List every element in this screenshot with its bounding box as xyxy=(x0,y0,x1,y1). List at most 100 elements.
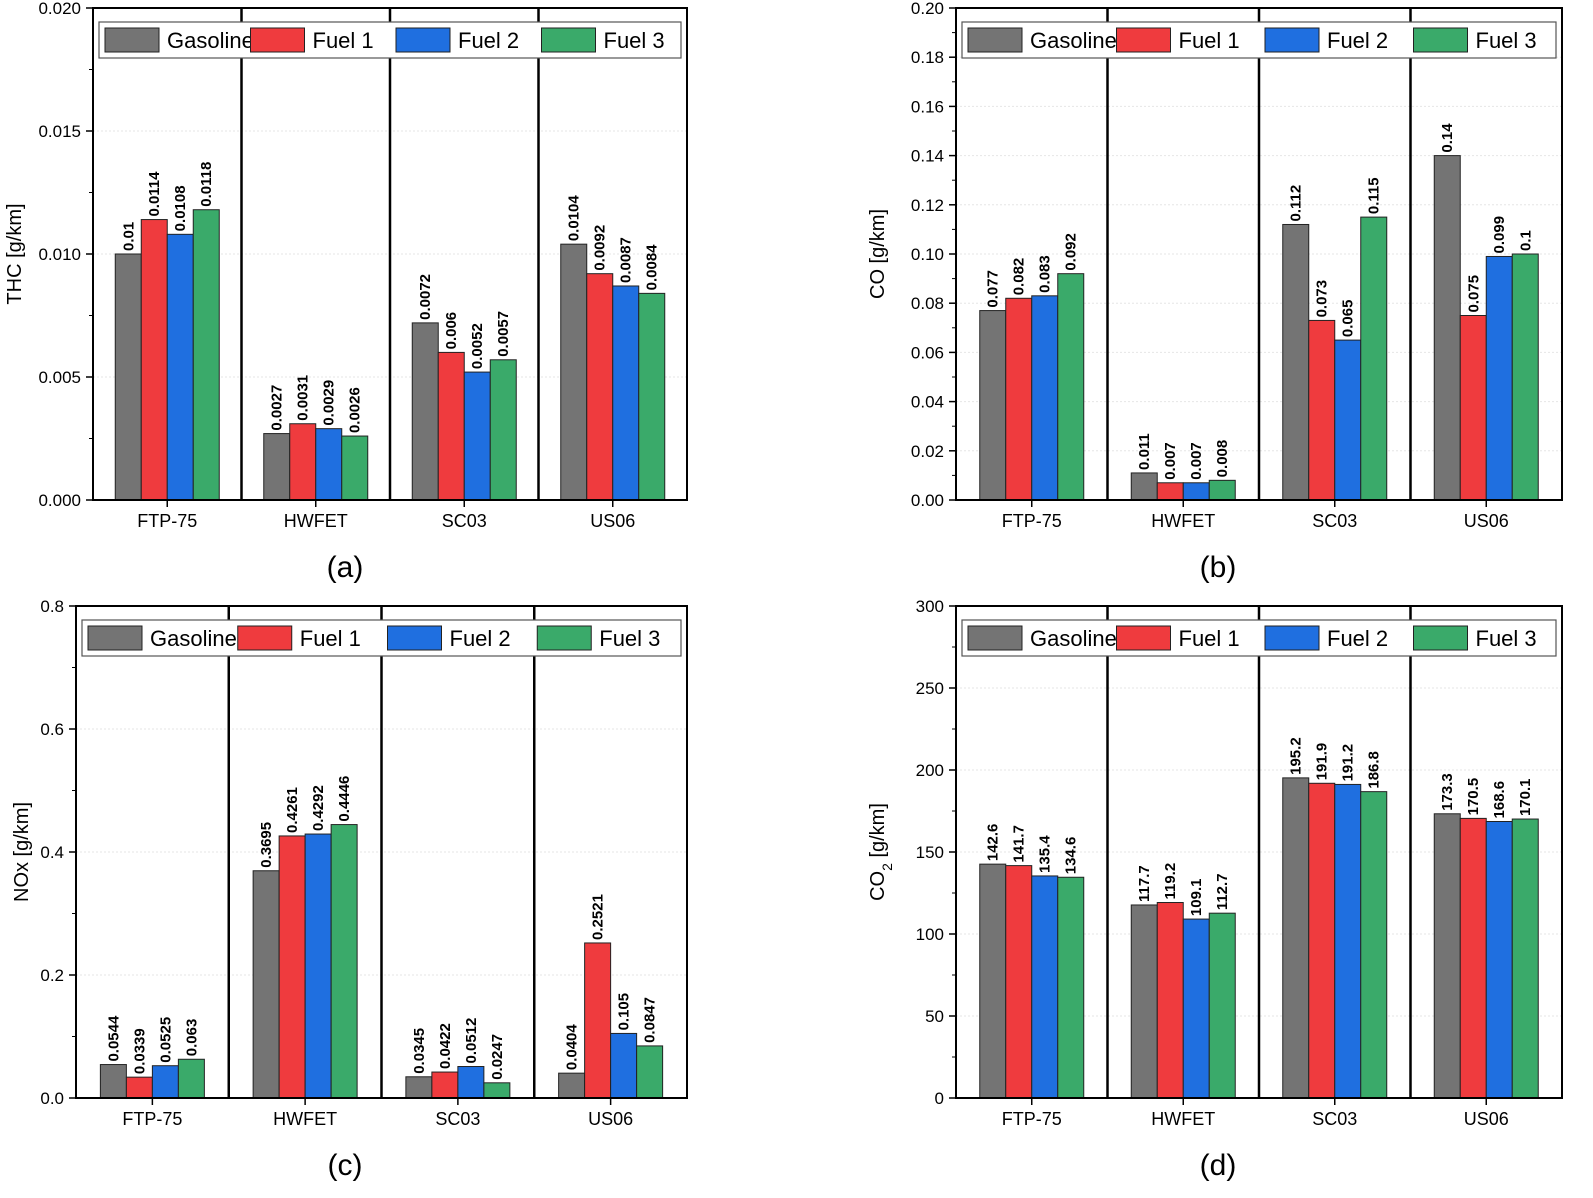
bar-gasoline xyxy=(979,863,1007,1099)
bar-fuel-2 xyxy=(151,1065,179,1099)
data-label: 0.0092 xyxy=(592,225,609,271)
bar-fuel-2 xyxy=(304,833,332,1099)
data-label: 0.0026 xyxy=(347,387,364,433)
data-label: 0.077 xyxy=(985,270,1002,308)
panel-label: (a) xyxy=(327,551,364,584)
bar-fuel-3 xyxy=(341,435,369,501)
bar-fuel-2 xyxy=(1334,783,1362,1099)
legend-swatch xyxy=(967,625,1023,651)
data-label: 0.0339 xyxy=(131,1028,148,1074)
data-label: 186.8 xyxy=(1366,751,1383,789)
y-axis-title: THC [g/km] xyxy=(4,203,26,304)
bar-fuel-3 xyxy=(1057,273,1085,501)
data-label: 0.0087 xyxy=(618,237,635,283)
bar-fuel-1 xyxy=(1308,782,1336,1099)
y-tick-label: 300 xyxy=(916,597,944,616)
data-label: 0.075 xyxy=(1465,275,1482,313)
y-tick-label: 150 xyxy=(916,843,944,862)
data-label: 0.007 xyxy=(1162,442,1179,480)
bar-fuel-1 xyxy=(1459,817,1487,1099)
legend-swatch xyxy=(87,625,143,651)
y-tick-label: 0.020 xyxy=(38,0,81,18)
y-tick-label: 0.12 xyxy=(911,196,944,215)
data-label: 0.115 xyxy=(1366,177,1383,214)
legend-label: Fuel 3 xyxy=(599,626,660,651)
bar-fuel-2 xyxy=(463,371,491,501)
y-tick-label: 250 xyxy=(916,679,944,698)
data-label: 0.3695 xyxy=(258,822,275,868)
y-tick-label: 0.08 xyxy=(911,294,944,313)
data-label: 170.1 xyxy=(1517,778,1534,816)
x-tick-label: FTP-75 xyxy=(1002,1109,1062,1129)
data-label: 0.011 xyxy=(1136,433,1153,470)
bar-gasoline xyxy=(405,1076,433,1099)
data-label: 0.112 xyxy=(1288,185,1305,222)
data-label: 0.0052 xyxy=(469,323,486,369)
data-label: 0.0422 xyxy=(437,1023,454,1069)
x-tick-label: FTP-75 xyxy=(1002,511,1062,531)
bar-gasoline xyxy=(1130,904,1158,1099)
y-tick-label: 0.10 xyxy=(911,245,944,264)
legend-label: Fuel 1 xyxy=(300,626,361,651)
data-label: 141.7 xyxy=(1011,825,1028,863)
legend-swatch xyxy=(237,625,293,651)
legend-label: Fuel 3 xyxy=(1476,626,1537,651)
data-label: 0.0512 xyxy=(463,1018,480,1064)
x-tick-label: SC03 xyxy=(1312,1109,1357,1129)
data-label: 0.0847 xyxy=(642,997,659,1043)
chart-panel-4: 142.6 117.7 195.2 173.3 141.7 119.2 191.9 170.5… xyxy=(867,597,1563,1182)
bar-fuel-2 xyxy=(1485,255,1513,501)
bar-fuel-1 xyxy=(1156,482,1184,501)
x-tick-label: FTP-75 xyxy=(137,511,197,531)
bar-fuel-2 xyxy=(1485,820,1513,1099)
bar-fuel-1 xyxy=(431,1071,459,1099)
bar-fuel-2 xyxy=(457,1066,485,1099)
bar-gasoline xyxy=(1282,223,1310,501)
bar-fuel-3 xyxy=(1511,818,1539,1099)
bar-gasoline xyxy=(114,253,142,501)
bar-fuel-3 xyxy=(1511,253,1539,501)
y-tick-label: 50 xyxy=(925,1007,944,1026)
bar-fuel-3 xyxy=(489,359,517,501)
bar-fuel-2 xyxy=(166,233,194,501)
legend-label: Fuel 3 xyxy=(604,28,665,53)
data-label: 134.6 xyxy=(1063,837,1080,875)
data-label: 142.6 xyxy=(985,824,1002,862)
y-axis-title: CO [g/km] xyxy=(867,209,889,299)
x-tick-label: SC03 xyxy=(442,511,487,531)
x-tick-label: HWFET xyxy=(1151,1109,1215,1129)
y-tick-label: 0.000 xyxy=(38,491,81,510)
x-tick-label: US06 xyxy=(1464,1109,1509,1129)
data-label: 0.073 xyxy=(1314,280,1331,318)
legend-label: Fuel 2 xyxy=(458,28,519,53)
panel-label: (c) xyxy=(328,1149,363,1182)
data-label: 0.0345 xyxy=(411,1028,428,1074)
bar-fuel-3 xyxy=(1208,479,1236,501)
data-label: 0.2521 xyxy=(590,894,607,940)
y-tick-label: 0.06 xyxy=(911,343,944,362)
bar-gasoline xyxy=(979,310,1007,501)
bar-fuel-3 xyxy=(1360,216,1388,501)
y-tick-label: 0.16 xyxy=(911,97,944,116)
y-tick-label: 0.015 xyxy=(38,122,81,141)
legend-swatch xyxy=(1116,27,1171,53)
data-label: 0.0114 xyxy=(146,171,163,217)
data-label: 0.007 xyxy=(1188,442,1205,480)
bar-fuel-2 xyxy=(610,1032,638,1099)
bar-fuel-1 xyxy=(278,835,306,1099)
bar-fuel-1 xyxy=(437,351,465,501)
bar-gasoline xyxy=(263,433,291,501)
bar-fuel-1 xyxy=(586,273,614,501)
data-label: 0.083 xyxy=(1037,255,1054,293)
data-label: 191.2 xyxy=(1340,744,1357,782)
data-label: 0.0118 xyxy=(198,162,215,207)
legend: Gasoline Fuel 1 Fuel 2 Fuel 3 xyxy=(98,21,682,59)
data-label: 191.9 xyxy=(1314,743,1331,781)
bar-gasoline xyxy=(1130,472,1158,501)
data-label: 170.5 xyxy=(1465,778,1482,816)
bar-fuel-1 xyxy=(1005,865,1033,1099)
bar-fuel-3 xyxy=(1208,912,1236,1099)
legend-label: Fuel 1 xyxy=(1179,626,1240,651)
bar-fuel-1 xyxy=(1459,315,1487,501)
data-label: 0.0027 xyxy=(269,385,286,431)
